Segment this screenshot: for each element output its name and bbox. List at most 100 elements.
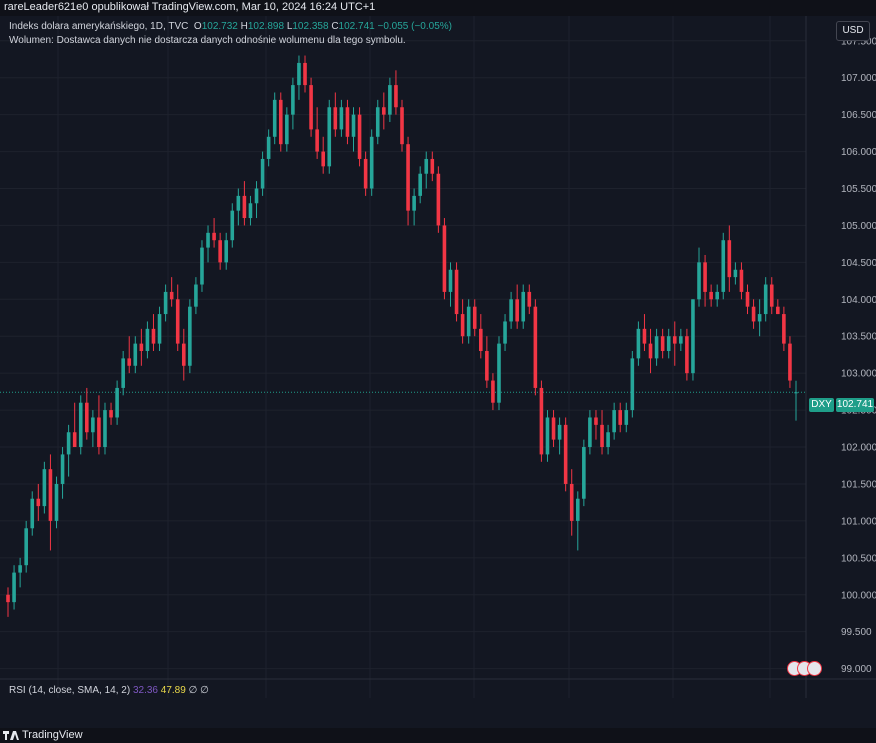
candle-up: [691, 299, 695, 374]
candle-down: [648, 343, 653, 359]
candle-up: [545, 417, 550, 455]
candle-up: [733, 269, 738, 278]
candle-down: [563, 424, 568, 484]
y-tick-label: 107.000: [841, 73, 876, 84]
y-tick-label: 106.000: [841, 147, 876, 158]
y-tick-label: 104.000: [841, 295, 876, 306]
candle-down: [357, 114, 362, 159]
y-tick-label: 101.500: [841, 479, 876, 490]
candle-down: [315, 129, 319, 152]
rsi-value: 32.36: [132, 685, 158, 696]
candle-up: [54, 483, 59, 521]
candle-down: [321, 151, 325, 167]
candle-down: [515, 299, 519, 322]
candle-up: [721, 240, 726, 292]
candle-down: [769, 284, 774, 307]
rsi-na-1: ∅: [188, 685, 198, 696]
candle-down: [345, 107, 350, 137]
candle-up: [285, 114, 289, 145]
currency-button[interactable]: USD: [836, 21, 870, 41]
candle-down: [745, 291, 750, 307]
candle-up: [666, 336, 671, 351]
candle-up: [588, 417, 592, 448]
candle-down: [109, 410, 113, 418]
candle-up: [66, 432, 71, 455]
candle-down: [181, 343, 186, 366]
candle-up: [12, 572, 16, 603]
candle-up: [224, 240, 229, 263]
candle-down: [539, 387, 544, 455]
candle-up: [42, 469, 47, 507]
candle-down: [727, 240, 732, 278]
change-value: −0.055 (−0.05%): [377, 21, 452, 32]
y-tick-label: 103.500: [841, 332, 876, 343]
candle-up: [794, 392, 798, 394]
candle-up: [297, 62, 301, 86]
y-tick-label: 106.500: [841, 110, 876, 121]
candle-down: [551, 417, 556, 440]
candle-up: [654, 336, 659, 359]
y-tick-label: 100.500: [841, 553, 876, 564]
candle-down: [85, 402, 89, 433]
y-tick-label: 105.500: [841, 184, 876, 195]
candle-down: [533, 306, 538, 388]
candle-down: [394, 85, 398, 108]
candle-up: [503, 321, 507, 344]
symbol-price-tag: DXY: [809, 398, 834, 412]
candle-up: [412, 195, 416, 211]
candle-down: [454, 269, 459, 315]
symbol-title[interactable]: Indeks dolara amerykańskiego, 1D, TVC: [9, 21, 189, 32]
candle-down: [139, 343, 144, 351]
candle-up: [115, 387, 119, 418]
candle-down: [618, 410, 623, 425]
candle-up: [679, 336, 683, 344]
candlestick-chart[interactable]: 107.500 107.000 106.500 106.000 105.500 105.0…: [0, 16, 876, 698]
y-tick-label: 105.000: [841, 221, 876, 232]
candle-up: [230, 210, 235, 241]
candle-down: [36, 498, 41, 507]
candle-down: [569, 483, 574, 521]
symbol-legend: Indeks dolara amerykańskiego, 1D, TVC O1…: [9, 21, 452, 32]
last-price-tag: 102.741: [836, 398, 874, 412]
candle-down: [169, 291, 174, 300]
candle-down: [600, 424, 604, 448]
candle-up: [497, 343, 501, 403]
candle-up: [521, 291, 526, 322]
candle-up: [606, 432, 610, 448]
candle-up: [266, 136, 271, 159]
low-value: 102.358: [292, 21, 329, 32]
close-value: 102.741: [338, 21, 375, 32]
rsi-label[interactable]: RSI (14, close, SMA, 14, 2): [9, 685, 131, 696]
candle-down: [363, 158, 368, 189]
rsi-na-2: ∅: [200, 685, 209, 696]
candle-up: [612, 410, 616, 433]
candle-up: [557, 424, 562, 440]
candle-down: [642, 328, 647, 344]
candle-down: [406, 144, 410, 211]
candle-up: [509, 299, 513, 322]
candle-up: [448, 269, 453, 292]
candle-up: [418, 173, 422, 196]
high-value: 102.898: [247, 21, 285, 32]
candle-up: [254, 188, 259, 204]
candle-up: [163, 291, 168, 315]
candle-down: [242, 195, 247, 219]
candle-up: [103, 410, 107, 448]
candle-up: [18, 565, 22, 573]
events-flags[interactable]: [787, 661, 827, 676]
candle-down: [278, 99, 283, 145]
candle-down: [660, 336, 665, 351]
candle-up: [424, 158, 429, 174]
candle-down: [442, 225, 447, 292]
candle-down: [776, 306, 780, 315]
candle-down: [460, 314, 465, 337]
footer-brand: TradingView: [22, 729, 83, 741]
candle-up: [624, 410, 629, 425]
us-flag-icon[interactable]: [807, 661, 822, 676]
candle-up: [91, 417, 95, 433]
candle-down: [479, 328, 483, 351]
candle-up: [351, 114, 356, 137]
candle-up: [260, 158, 265, 189]
publication-text: rareLeader621e0 opublikował TradingView.…: [4, 1, 376, 13]
chart-area[interactable]: 107.500 107.000 106.500 106.000 105.500 105.0…: [0, 16, 876, 698]
